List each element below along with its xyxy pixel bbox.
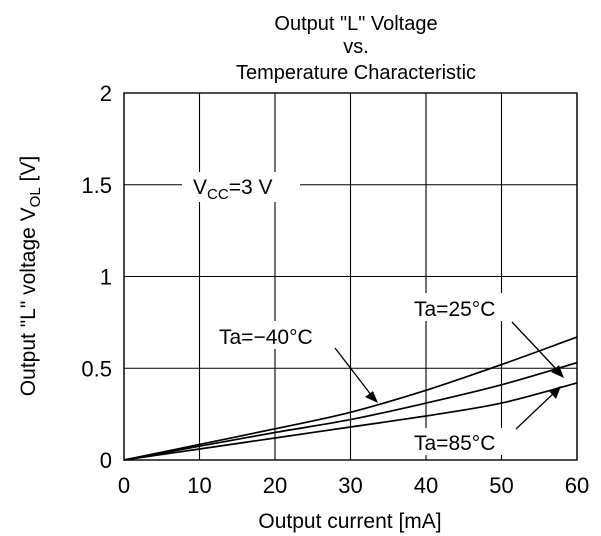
tick-labels: 0 10 20 30 40 50 60 0 0.5 1 1.5 2 [81, 81, 589, 498]
series-label-ta-85: Ta=85°C [414, 432, 495, 455]
plot-frame [123, 92, 578, 461]
y-tick-label-4: 2 [100, 81, 112, 106]
series-line-2 [123, 382, 578, 461]
y-tick-label-3: 1.5 [81, 173, 112, 198]
arrow-ta-minus40 [334, 347, 373, 397]
y-tick-label-0: 0 [100, 448, 112, 473]
arrowhead-ta-25 [551, 365, 564, 378]
x-axis-label: Output current [mA] [258, 510, 441, 533]
chart-title: Output "L" Voltage vs. Temperature Chara… [236, 13, 476, 84]
x-tick-label-6: 60 [565, 473, 589, 498]
arrowhead-ta-85 [549, 386, 561, 399]
vcc-condition-label: VCC=3 V [182, 172, 300, 203]
chart-title-line-2: vs. [343, 36, 369, 58]
series-label-ta-minus40: Ta=−40°C [219, 326, 313, 349]
x-tick-label-2: 20 [263, 473, 287, 498]
chart-title-line-3: Temperature Characteristic [236, 62, 476, 84]
annotation-ta-25: Ta=25°C [410, 293, 564, 378]
chart-title-line-1: Output "L" Voltage [274, 13, 437, 35]
x-tick-label-3: 30 [338, 473, 362, 498]
grid [123, 92, 578, 461]
arrow-ta-85 [515, 391, 556, 430]
annotation-ta-minus40: Ta=−40°C [215, 321, 378, 403]
y-axis-label: Output "L" voltage VOL [V] [17, 156, 44, 396]
arrowhead-ta-minus40 [365, 391, 378, 403]
arrow-ta-25 [511, 321, 559, 372]
y-tick-label-1: 0.5 [81, 356, 112, 381]
x-tick-label-0: 0 [118, 473, 130, 498]
annotation-ta-85: Ta=85°C [410, 386, 561, 455]
series-line-1 [123, 361, 578, 461]
x-tick-label-1: 10 [187, 473, 211, 498]
x-tick-label-5: 50 [489, 473, 513, 498]
series-label-ta-25: Ta=25°C [414, 298, 495, 321]
series-line-0 [123, 336, 578, 461]
curves [123, 336, 578, 461]
vcc-condition-text: VCC=3 V [193, 176, 272, 203]
y-tick-label-2: 1 [100, 265, 112, 290]
x-tick-label-4: 40 [414, 473, 438, 498]
